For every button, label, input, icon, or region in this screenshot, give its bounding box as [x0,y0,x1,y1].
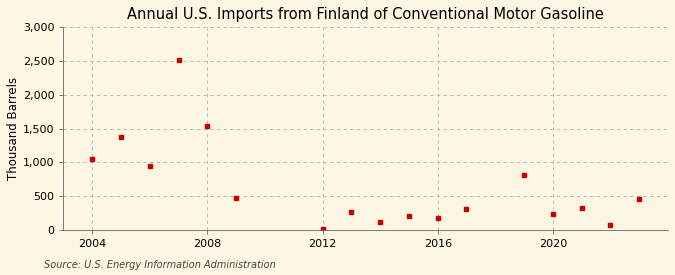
Y-axis label: Thousand Barrels: Thousand Barrels [7,77,20,180]
Text: Source: U.S. Energy Information Administration: Source: U.S. Energy Information Administ… [44,260,275,270]
Title: Annual U.S. Imports from Finland of Conventional Motor Gasoline: Annual U.S. Imports from Finland of Conv… [128,7,604,22]
